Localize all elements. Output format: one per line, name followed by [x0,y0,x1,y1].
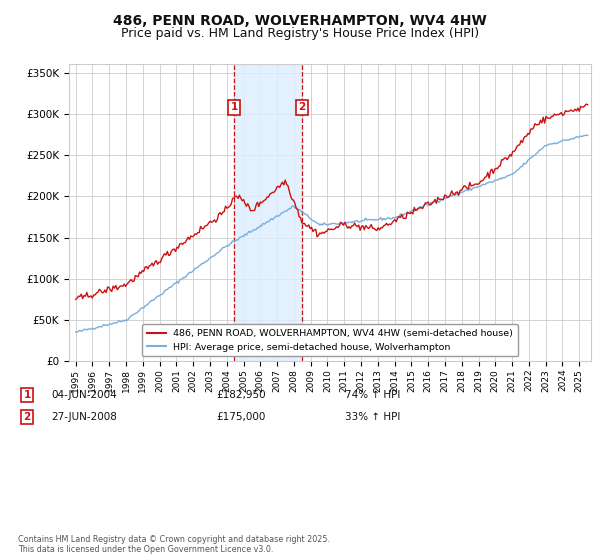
Text: 2: 2 [299,102,306,112]
Text: 2: 2 [23,412,31,422]
Text: 27-JUN-2008: 27-JUN-2008 [51,412,117,422]
Text: 33% ↑ HPI: 33% ↑ HPI [345,412,400,422]
Text: 1: 1 [230,102,238,112]
Text: 04-JUN-2004: 04-JUN-2004 [51,390,117,400]
Text: 1: 1 [23,390,31,400]
Text: 486, PENN ROAD, WOLVERHAMPTON, WV4 4HW: 486, PENN ROAD, WOLVERHAMPTON, WV4 4HW [113,14,487,28]
Text: £175,000: £175,000 [216,412,265,422]
Text: £182,950: £182,950 [216,390,266,400]
Legend: 486, PENN ROAD, WOLVERHAMPTON, WV4 4HW (semi-detached house), HPI: Average price: 486, PENN ROAD, WOLVERHAMPTON, WV4 4HW (… [142,324,518,357]
Text: 74% ↑ HPI: 74% ↑ HPI [345,390,400,400]
Text: Price paid vs. HM Land Registry's House Price Index (HPI): Price paid vs. HM Land Registry's House … [121,27,479,40]
Bar [234,64,302,361]
Text: Contains HM Land Registry data © Crown copyright and database right 2025.
This d: Contains HM Land Registry data © Crown c… [18,535,330,554]
